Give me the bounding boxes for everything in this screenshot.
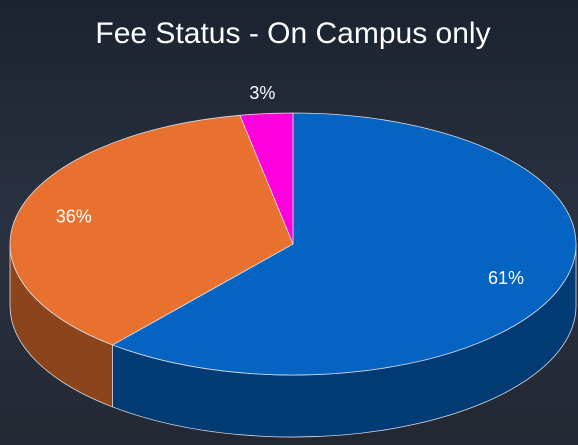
chart: Fee Status - On Campus only 61% 36% 3% — [0, 0, 578, 445]
data-label: 61% — [488, 268, 524, 288]
chart-title: Fee Status - On Campus only — [95, 17, 490, 50]
data-label: 3% — [249, 83, 275, 103]
data-label: 36% — [56, 207, 92, 227]
